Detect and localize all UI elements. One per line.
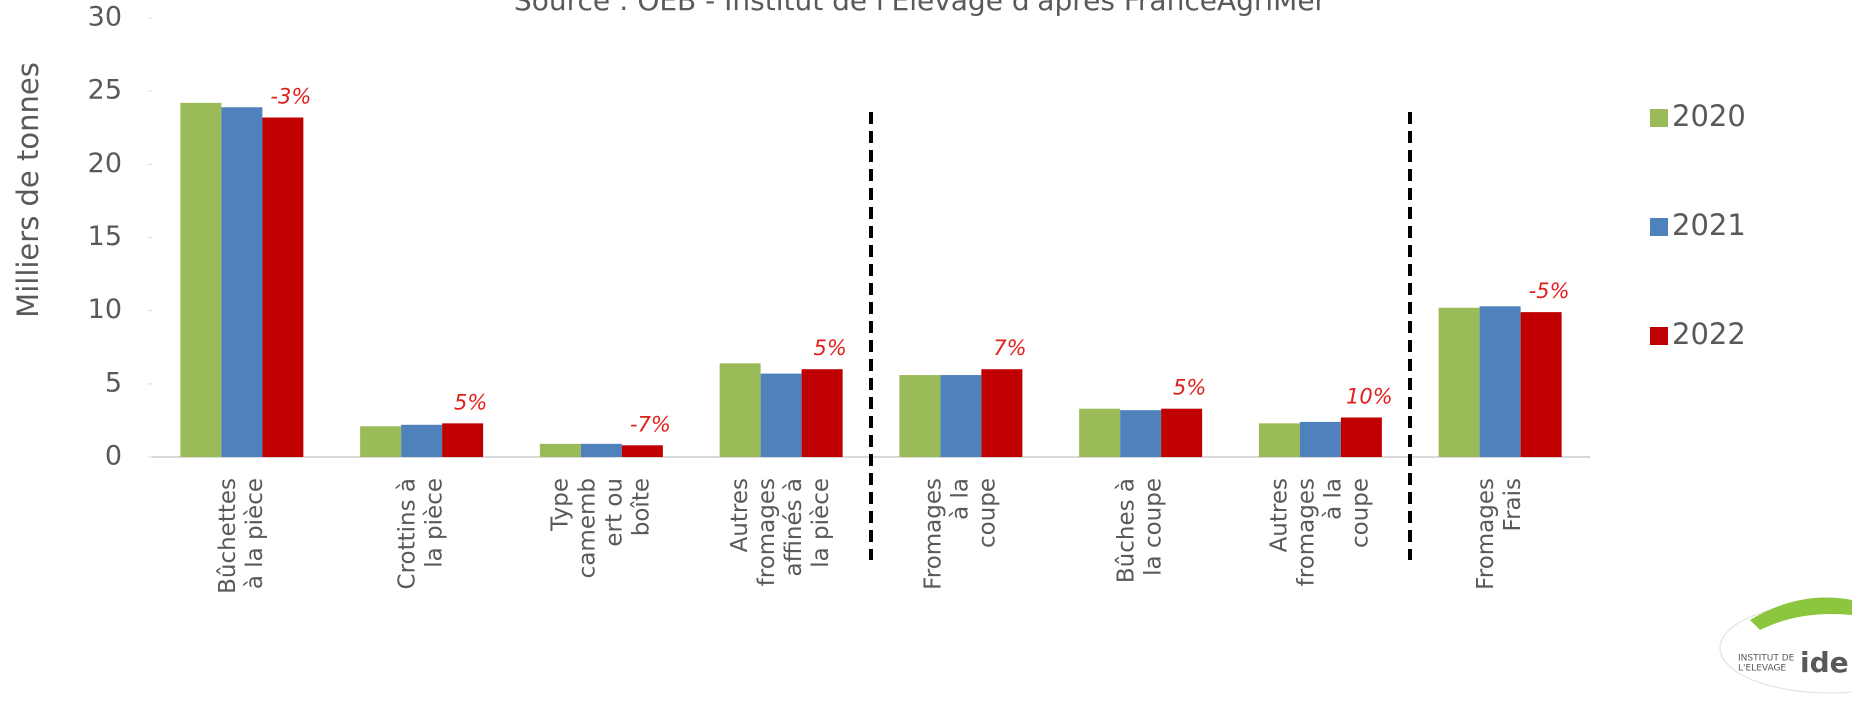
x-tick-label: ert ou (601, 478, 627, 547)
change-label: 5% (1173, 376, 1206, 400)
legend-swatch (1650, 327, 1668, 345)
legend-label: 2021 (1672, 208, 1746, 242)
change-label: -7% (630, 412, 671, 436)
legend-swatch (1650, 218, 1668, 236)
x-tick-label: la pièce (422, 478, 448, 568)
bar (1299, 421, 1341, 457)
bar (719, 363, 761, 457)
x-tick-label: coupe (1347, 478, 1373, 548)
y-tick-label: 10 (88, 294, 122, 325)
x-tick-label: Frais (1500, 478, 1526, 531)
y-tick-label: 15 (88, 221, 122, 252)
bar (539, 443, 581, 457)
bar (1520, 312, 1562, 457)
bar (360, 426, 402, 457)
x-tick-label: fromages (754, 478, 780, 586)
bar (1479, 306, 1521, 457)
x-tick-label: la coupe (1141, 478, 1167, 576)
x-tick-label: Fromages (920, 478, 946, 590)
x-tick-label: Autres (1266, 478, 1292, 552)
bar (981, 369, 1023, 457)
logo-text: ide (1800, 646, 1849, 679)
x-tick-label: Fromages (1473, 478, 1499, 590)
bar (1120, 410, 1162, 457)
x-tick-label: Bûchettes (215, 478, 241, 594)
x-tick-label: Autres (727, 478, 753, 552)
legend-label: 2020 (1672, 99, 1746, 133)
bar (940, 375, 982, 457)
x-tick-label: Bûches à (1114, 478, 1140, 583)
bar (621, 445, 663, 457)
bar (801, 369, 843, 457)
y-tick-label: 20 (88, 148, 122, 179)
change-label: -5% (1529, 279, 1570, 303)
x-tick-label: camemb (574, 478, 600, 578)
bar (580, 443, 622, 457)
x-tick-label: coupe (974, 478, 1000, 548)
bar (1079, 408, 1121, 457)
x-tick-label: la pièce (808, 478, 834, 568)
y-axis-label: Milliers de tonnes (11, 62, 45, 318)
bar (1161, 408, 1203, 457)
x-tick-label: à la (947, 478, 973, 520)
change-label: 5% (813, 336, 846, 360)
bar (760, 373, 802, 457)
bar (1340, 417, 1382, 457)
bar (899, 375, 941, 457)
y-tick-label: 0 (105, 441, 122, 472)
bar (262, 117, 304, 458)
legend-label: 2022 (1672, 317, 1746, 351)
y-tick-label: 30 (88, 2, 122, 33)
bar (1258, 423, 1300, 457)
x-tick-label: à la (1320, 478, 1346, 520)
x-tick-label: fromages (1293, 478, 1319, 586)
y-tick-label: 25 (88, 75, 122, 106)
chart-title: Source : OEB - Institut de l'Elevage d'a… (514, 0, 1327, 17)
bar (180, 102, 222, 457)
legend-swatch (1650, 109, 1668, 127)
x-tick-label: à la pièce (242, 478, 268, 589)
x-tick-label: Type (547, 478, 573, 532)
bar (221, 107, 263, 457)
x-tick-label: boîte (628, 478, 654, 536)
bar (1438, 307, 1480, 457)
change-label: 7% (993, 336, 1026, 360)
change-label: -3% (270, 85, 311, 109)
logo: INSTITUT DE L'ELEVAGE ide (1719, 597, 1852, 694)
bar (442, 423, 484, 457)
x-tick-label: Crottins à (395, 478, 421, 589)
change-label: 5% (454, 390, 487, 414)
bar (401, 424, 443, 457)
y-tick-label: 5 (105, 367, 122, 398)
change-label: 10% (1346, 384, 1393, 408)
logo-text: L'ELEVAGE (1738, 664, 1786, 674)
x-tick-label: affinés à (781, 478, 807, 576)
logo-text: INSTITUT DE (1738, 654, 1795, 664)
